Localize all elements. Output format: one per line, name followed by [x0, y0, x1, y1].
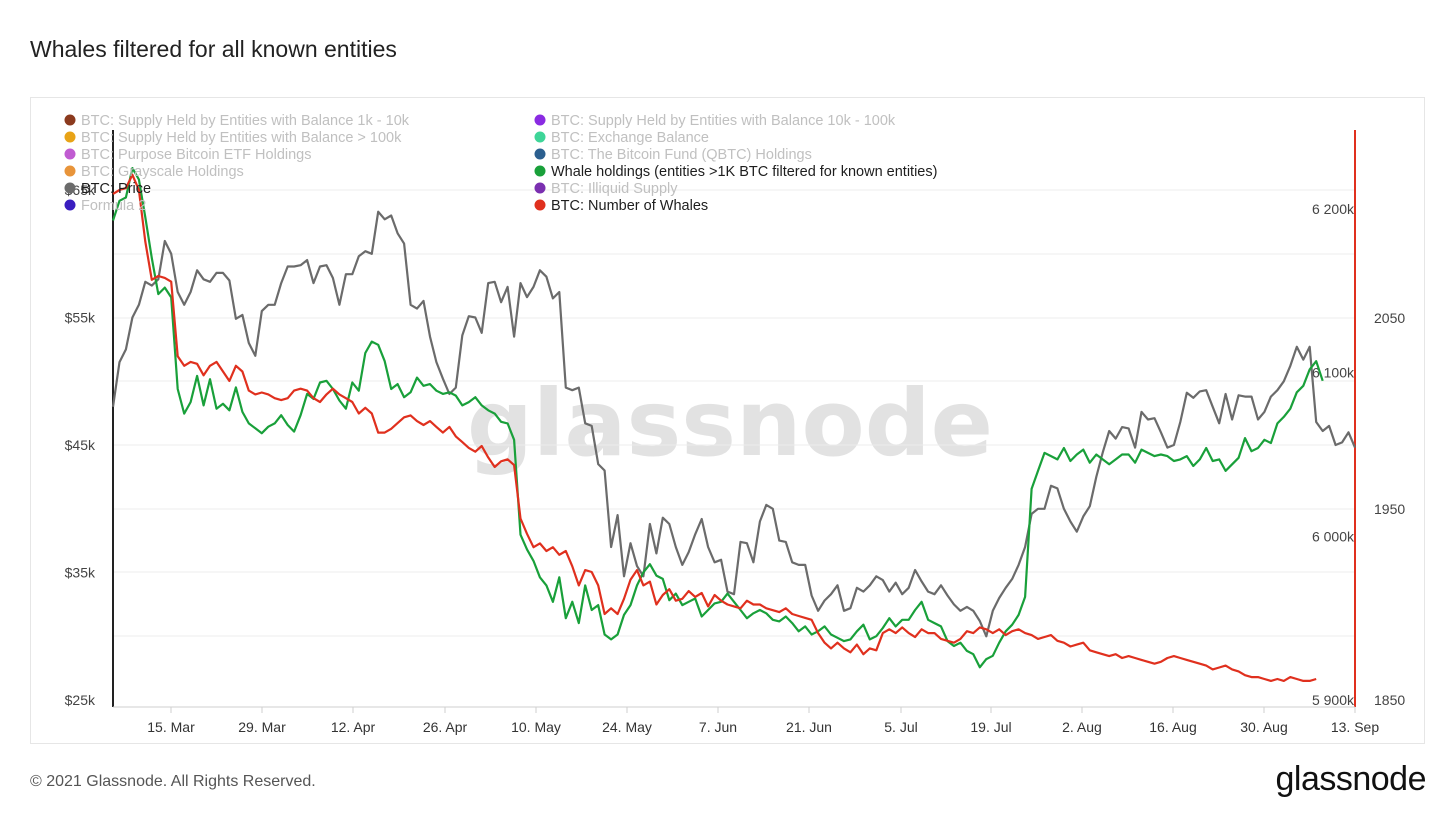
legend-label: BTC: Price [81, 181, 151, 197]
legend-label: BTC: Number of Whales [551, 198, 708, 214]
legend-marker [64, 182, 76, 194]
x-tick-label: 12. Apr [331, 719, 376, 735]
legend-label: BTC: Supply Held by Entities with Balanc… [551, 113, 896, 129]
legend-label: BTC: Supply Held by Entities with Balanc… [81, 113, 410, 129]
x-tick-label: 19. Jul [970, 719, 1011, 735]
number-of-whales-tick-label: 1950 [1374, 501, 1405, 517]
legend-marker [64, 199, 76, 211]
legend-marker [64, 114, 76, 126]
legend-item[interactable]: BTC: Supply Held by Entities with Balanc… [534, 113, 896, 129]
legend-label: BTC: Exchange Balance [551, 130, 709, 146]
x-tick-label: 2. Aug [1062, 719, 1102, 735]
legend-marker [534, 182, 546, 194]
chart-frame [30, 97, 1425, 744]
brand-logo: glassnode [1275, 760, 1426, 798]
grid-lines [113, 189, 1355, 637]
x-tick-label: 5. Jul [884, 719, 917, 735]
watermark: glassnode [467, 370, 993, 477]
price-tick-label: $35k [65, 565, 96, 581]
legend-item[interactable]: BTC: Supply Held by Entities with Balanc… [64, 130, 403, 146]
x-tick-label: 21. Jun [786, 719, 832, 735]
legend-label: BTC: Illiquid Supply [551, 181, 678, 197]
x-tick-label: 26. Apr [423, 719, 468, 735]
x-tick-label: 13. Sep [1331, 719, 1379, 735]
whale-holdings-line [111, 167, 1324, 669]
legend-item[interactable]: BTC: The Bitcoin Fund (QBTC) Holdings [534, 147, 812, 163]
legend-label: Whale holdings (entities >1K BTC filtere… [551, 164, 937, 180]
number-of-whales-tick-label: 2050 [1374, 310, 1405, 326]
chart-title: Whales filtered for all known entities [30, 36, 397, 62]
number-of-whales-line [112, 173, 1317, 682]
legend-marker [534, 114, 546, 126]
series-lines [111, 167, 1357, 682]
legend-item[interactable]: Formula 2 [64, 198, 147, 214]
x-tick-label: 24. May [602, 719, 652, 735]
x-tick-label: 29. Mar [238, 719, 286, 735]
whale-holdings-tick-label: 5 900k [1312, 692, 1355, 708]
number-of-whales-tick-label: 1850 [1374, 692, 1405, 708]
legend-marker [64, 148, 76, 160]
legend-item[interactable]: BTC: Number of Whales [534, 198, 709, 214]
legend-marker [534, 165, 546, 177]
legend-label: Formula 2 [81, 198, 146, 214]
legend-label: BTC: Purpose Bitcoin ETF Holdings [81, 147, 311, 163]
legend[interactable]: BTC: Supply Held by Entities with Balanc… [64, 113, 938, 214]
price-tick-label: $25k [65, 692, 96, 708]
price-tick-label: $45k [65, 437, 96, 453]
legend-marker [534, 199, 546, 211]
x-tick-label: 15. Mar [147, 719, 195, 735]
legend-marker [534, 131, 546, 143]
legend-item[interactable]: BTC: Exchange Balance [534, 130, 709, 146]
whale-holdings-tick-label: 6 100k [1312, 365, 1355, 381]
legend-item[interactable]: BTC: Purpose Bitcoin ETF Holdings [64, 147, 312, 163]
legend-label: BTC: Grayscale Holdings [81, 164, 244, 180]
legend-marker [64, 131, 76, 143]
legend-item[interactable]: BTC: Grayscale Holdings [64, 164, 244, 180]
legend-item[interactable]: BTC: Price [64, 181, 152, 197]
legend-label: BTC: Supply Held by Entities with Balanc… [81, 130, 402, 146]
x-tick-label: 7. Jun [699, 719, 737, 735]
whale-holdings-tick-label: 6 000k [1312, 528, 1355, 544]
x-tick-label: 30. Aug [1240, 719, 1288, 735]
legend-marker [534, 148, 546, 160]
legend-item[interactable]: Whale holdings (entities >1K BTC filtere… [534, 164, 938, 180]
price-tick-label: $55k [65, 310, 96, 326]
x-tick-label: 10. May [511, 719, 561, 735]
x-tick-label: 16. Aug [1149, 719, 1197, 735]
legend-item[interactable]: BTC: Illiquid Supply [534, 181, 679, 197]
copyright-footer: © 2021 Glassnode. All Rights Reserved. [30, 773, 316, 790]
btc-price-line [111, 210, 1357, 638]
legend-label: BTC: The Bitcoin Fund (QBTC) Holdings [551, 147, 812, 163]
legend-item[interactable]: BTC: Supply Held by Entities with Balanc… [64, 113, 410, 129]
whale-holdings-tick-label: 6 200k [1312, 201, 1355, 217]
legend-marker [64, 165, 76, 177]
